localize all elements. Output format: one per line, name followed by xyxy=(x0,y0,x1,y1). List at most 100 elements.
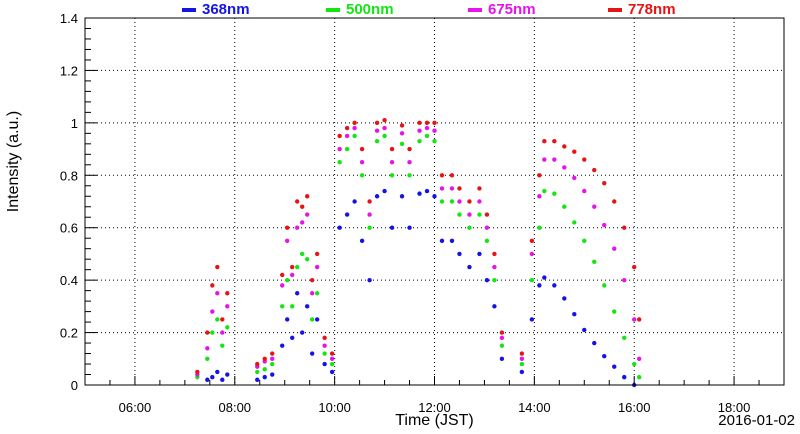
data-point xyxy=(374,120,380,126)
data-point xyxy=(449,186,455,191)
data-point xyxy=(367,199,372,204)
data-point xyxy=(309,291,315,296)
data-point xyxy=(290,264,295,270)
data-point xyxy=(215,317,220,322)
data-point xyxy=(632,361,637,367)
y-tick-label: 0.8 xyxy=(60,168,78,183)
data-point xyxy=(344,212,350,217)
data-point xyxy=(572,175,577,181)
data-point xyxy=(290,304,295,309)
data-point xyxy=(280,304,285,309)
data-point xyxy=(457,186,462,191)
x-axis-title: Time (JST) xyxy=(395,412,474,429)
data-point xyxy=(592,204,597,209)
data-point xyxy=(210,330,215,335)
data-point xyxy=(622,225,627,230)
y-tick-label: 0.2 xyxy=(60,326,78,341)
data-point xyxy=(225,304,230,309)
data-point xyxy=(467,199,472,204)
axis-ticks: 06:00 08:00 10:00 12:00 14:00 16:00 18:00 0 0.2 0… xyxy=(60,11,785,415)
data-point xyxy=(352,133,357,139)
data-point xyxy=(602,283,607,288)
data-point xyxy=(602,222,607,228)
data-point xyxy=(352,120,357,126)
data-point xyxy=(519,369,525,375)
data-point xyxy=(592,340,597,346)
data-point xyxy=(552,157,557,162)
data-point xyxy=(337,146,342,152)
data-point xyxy=(477,212,482,217)
data-point xyxy=(432,120,437,126)
data-point xyxy=(304,256,310,262)
data-point xyxy=(592,259,597,264)
data-point xyxy=(477,186,482,191)
data-point xyxy=(467,225,472,230)
data-point xyxy=(457,251,462,257)
x-tick-label: 08:00 xyxy=(219,400,252,415)
data-point xyxy=(294,199,300,204)
data-point xyxy=(602,180,607,186)
data-point xyxy=(344,133,350,139)
data-point xyxy=(519,361,525,367)
data-point xyxy=(424,120,430,126)
data-point xyxy=(562,296,567,301)
data-point xyxy=(299,251,305,257)
data-point xyxy=(637,374,642,380)
data-point xyxy=(519,351,525,356)
data-point xyxy=(255,369,260,375)
data-point xyxy=(262,367,267,372)
data-points xyxy=(195,118,642,388)
data-point xyxy=(290,272,295,278)
data-point xyxy=(225,372,230,377)
data-point xyxy=(432,128,437,133)
data-point xyxy=(407,225,412,230)
data-point xyxy=(225,325,230,330)
data-point xyxy=(582,238,587,244)
data-point xyxy=(382,125,387,131)
x-tick-label: 06:00 xyxy=(119,400,152,415)
data-point xyxy=(529,317,535,322)
data-point xyxy=(255,377,260,382)
data-point xyxy=(359,173,365,178)
data-point xyxy=(537,173,542,178)
data-point xyxy=(399,131,405,136)
data-point xyxy=(329,361,335,367)
data-point xyxy=(499,330,505,335)
data-point xyxy=(562,144,567,149)
data-point xyxy=(632,317,637,322)
y-tick-label: 1.4 xyxy=(60,11,78,26)
data-point xyxy=(537,283,542,288)
data-point xyxy=(205,377,210,382)
data-point xyxy=(285,225,290,230)
data-point xyxy=(552,139,557,144)
data-point xyxy=(439,199,445,204)
data-point xyxy=(367,277,372,283)
data-point xyxy=(407,159,412,165)
data-point xyxy=(542,188,547,194)
data-point xyxy=(492,251,497,257)
data-point xyxy=(299,204,305,209)
data-point xyxy=(329,351,335,356)
data-point xyxy=(467,264,472,270)
data-point xyxy=(337,159,342,165)
data-point xyxy=(367,225,372,230)
data-point xyxy=(280,272,285,278)
data-point xyxy=(424,125,430,131)
data-point xyxy=(304,194,310,199)
data-point xyxy=(285,238,290,244)
data-point xyxy=(337,133,342,139)
data-point xyxy=(632,264,637,270)
data-point xyxy=(562,165,567,170)
data-point xyxy=(389,159,395,165)
data-point xyxy=(225,291,230,296)
date-label: 2016-01-02 xyxy=(718,412,795,429)
data-point xyxy=(492,277,497,283)
data-point xyxy=(304,212,310,217)
data-point xyxy=(492,304,497,309)
x-tick-label: 16:00 xyxy=(618,400,651,415)
x-tick-label: 12:00 xyxy=(418,400,451,415)
data-point xyxy=(220,377,225,382)
data-point xyxy=(424,188,430,194)
data-point xyxy=(367,212,372,217)
data-point xyxy=(407,146,412,152)
